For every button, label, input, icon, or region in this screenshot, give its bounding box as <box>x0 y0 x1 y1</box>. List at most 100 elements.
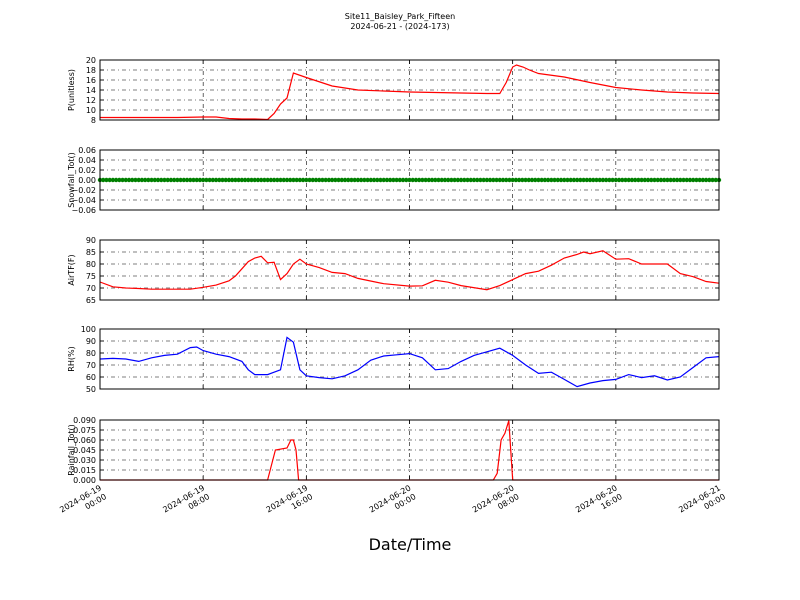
data-point <box>294 177 299 183</box>
data-point <box>681 177 686 183</box>
data-point <box>429 177 435 183</box>
data-point <box>229 177 235 183</box>
series-line <box>100 64 720 121</box>
data-point <box>523 177 528 183</box>
y-tick-label: 85 <box>86 248 96 257</box>
data-point <box>526 177 531 183</box>
data-point <box>317 177 322 183</box>
data-point <box>436 177 441 183</box>
data-point <box>442 177 448 183</box>
data-point <box>346 177 351 183</box>
data-point <box>117 177 122 183</box>
data-point <box>297 177 303 183</box>
data-point <box>642 177 648 183</box>
data-point <box>126 177 132 183</box>
data-point <box>197 177 203 183</box>
panel-frame <box>99 59 720 121</box>
data-point <box>578 177 583 183</box>
panel-2: −0.06−0.04−0.020.000.020.040.06Snowfall_… <box>67 146 722 215</box>
y-tick-label: −0.02 <box>71 186 96 195</box>
data-point <box>387 177 393 183</box>
data-point <box>188 177 193 183</box>
data-point <box>413 177 419 183</box>
data-point <box>175 177 180 183</box>
y-tick-label: 50 <box>86 385 96 394</box>
data-point <box>329 177 335 183</box>
y-tick-label: 0.04 <box>78 156 96 165</box>
data-point <box>449 177 454 183</box>
data-point <box>542 177 548 183</box>
data-point <box>510 177 515 183</box>
data-point <box>416 177 422 183</box>
data-point <box>349 177 354 183</box>
data-point <box>236 177 241 183</box>
data-point <box>394 177 399 183</box>
y-axis-label: Snowfall_Tot() <box>67 152 76 208</box>
data-point <box>587 177 593 183</box>
data-point <box>275 177 280 183</box>
data-point <box>558 177 564 183</box>
data-point <box>262 177 267 183</box>
data-point <box>381 177 386 183</box>
y-tick-label: 0.045 <box>73 446 96 455</box>
chart-subtitle: 2024-06-21 - (2024-173) <box>350 22 449 31</box>
y-tick-label: 75 <box>86 272 96 281</box>
data-point <box>358 177 364 183</box>
data-point <box>378 177 383 183</box>
data-point <box>146 177 151 183</box>
data-point <box>355 177 361 183</box>
panel-frame <box>99 149 720 211</box>
data-point <box>255 177 261 183</box>
data-point <box>258 177 264 183</box>
data-point <box>616 177 622 183</box>
data-point <box>629 177 635 183</box>
data-point <box>288 177 293 183</box>
data-point <box>597 177 602 183</box>
data-point <box>307 177 312 183</box>
data-point <box>271 177 277 183</box>
data-point <box>478 177 483 183</box>
series-line <box>99 250 720 291</box>
data-point <box>223 177 228 183</box>
data-point <box>226 177 232 183</box>
y-tick-label: 20 <box>86 56 96 65</box>
data-point <box>239 177 245 183</box>
data-point <box>181 177 187 183</box>
data-point <box>494 177 499 183</box>
data-point <box>710 177 715 183</box>
chart-panels: 8101214161820P(unitless)−0.06−0.04−0.020… <box>67 56 722 485</box>
y-axis-label: Rainfall_Tot() <box>67 424 76 476</box>
data-point <box>600 177 606 183</box>
data-point <box>320 177 325 183</box>
data-point <box>661 177 667 183</box>
data-point <box>455 177 461 183</box>
data-point <box>336 177 341 183</box>
data-point <box>639 177 644 183</box>
y-tick-label: 8 <box>91 116 96 125</box>
data-point <box>610 177 615 183</box>
y-tick-label: 80 <box>86 260 96 269</box>
data-point <box>533 177 538 183</box>
data-point <box>371 177 377 183</box>
series-line <box>100 420 719 481</box>
data-point <box>136 177 141 183</box>
data-point <box>536 177 541 183</box>
data-point <box>410 177 415 183</box>
data-point <box>620 177 625 183</box>
y-axis-label: AirTF(F) <box>67 254 76 285</box>
y-tick-label: 0.00 <box>78 176 96 185</box>
data-point <box>397 177 403 183</box>
data-point <box>110 177 116 183</box>
data-point <box>423 177 428 183</box>
panel-4: 50 60 70 80 90 100 RH(%) <box>67 325 720 394</box>
data-point <box>516 177 522 183</box>
data-point <box>555 177 561 183</box>
data-point <box>168 177 174 183</box>
data-point <box>603 177 609 183</box>
data-point <box>155 177 161 183</box>
data-point <box>694 177 699 183</box>
